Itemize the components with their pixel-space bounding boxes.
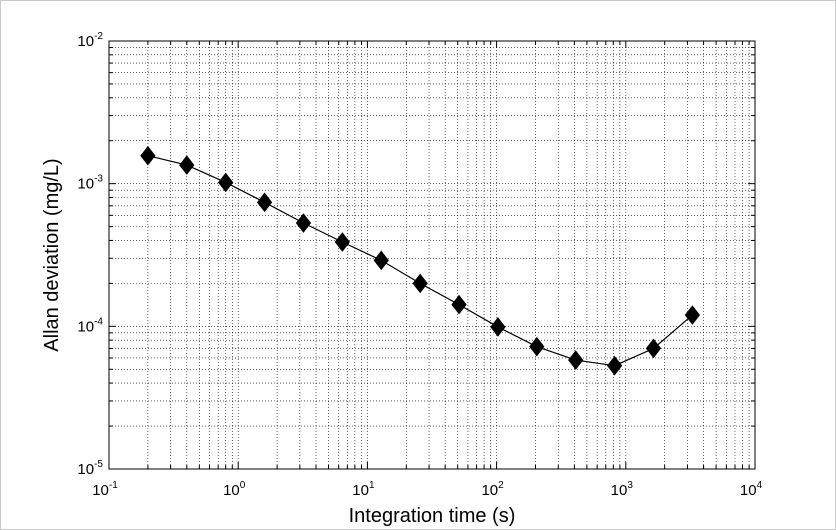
x-axis-label: Integration time (s) xyxy=(349,505,516,527)
x-tick-label: 102 xyxy=(481,480,504,499)
data-point-marker xyxy=(218,172,234,193)
data-point-marker xyxy=(451,294,467,315)
tick-marks xyxy=(108,40,756,470)
tick-labels: 10-1 100 101 102 103 104 10-5 10-4 10-3 10-2 xyxy=(77,31,762,499)
x-tick-label: 10-1 xyxy=(92,480,118,499)
grid xyxy=(109,41,755,469)
data-point-marker xyxy=(295,213,312,233)
x-tick-label: 100 xyxy=(223,480,246,499)
data-point-marker xyxy=(568,350,584,370)
data-series xyxy=(140,145,701,376)
y-tick-label: 10-2 xyxy=(77,31,103,50)
y-axis-label: Allan deviation (mg/L) xyxy=(41,158,63,351)
data-point-marker xyxy=(373,250,389,271)
data-point-marker xyxy=(140,145,156,166)
data-point-marker xyxy=(645,338,662,359)
y-tick-label: 10-4 xyxy=(77,316,103,335)
data-point-marker xyxy=(256,192,273,213)
data-point-marker xyxy=(529,336,545,357)
x-tick-label: 103 xyxy=(611,480,634,499)
data-point-marker xyxy=(684,305,701,325)
data-point-marker xyxy=(490,317,506,337)
data-point-marker xyxy=(412,273,428,294)
data-point-marker xyxy=(606,355,623,376)
y-tick-label: 10-3 xyxy=(77,174,103,193)
x-tick-label: 104 xyxy=(740,480,763,499)
y-tick-label: 10-5 xyxy=(77,459,103,478)
data-point-marker xyxy=(179,155,195,175)
data-point-marker xyxy=(334,232,350,252)
x-tick-label: 101 xyxy=(352,480,375,499)
axes-box xyxy=(108,40,756,470)
